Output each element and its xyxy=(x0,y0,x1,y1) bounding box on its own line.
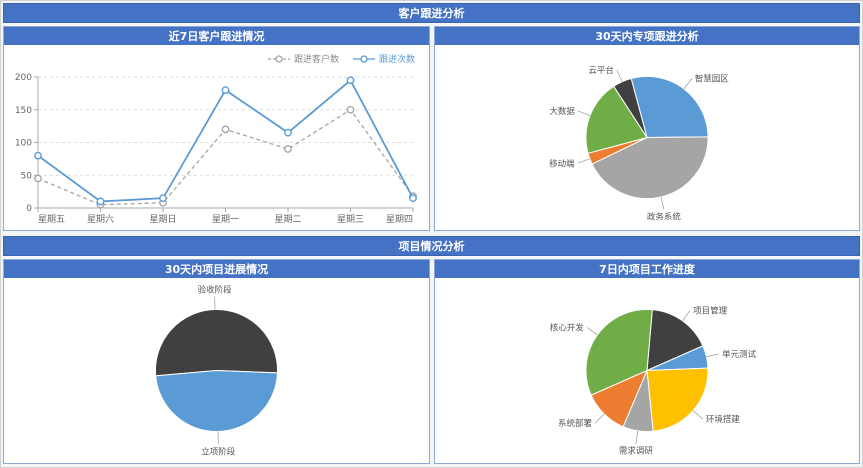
customer-row: 近7日客户跟进情况 0 50 100 150 200 星期五 星期六 星期日 星期一 星期二 星期三… xyxy=(3,26,860,231)
legend-label: 跟进次数 xyxy=(378,55,415,65)
legend-item-0[interactable]: 跟进客户数 xyxy=(267,52,339,65)
legend-marker-icon xyxy=(352,54,375,63)
work-pie-canvas[interactable]: 项目管理单元测试环境搭建需求调研 系统部署 核心开发 xyxy=(435,278,859,463)
legend-marker-icon xyxy=(267,54,290,63)
line-plot: 0 50 100 150 200 星期五 星期六 星期日 星期一 星期二 星期三 星期四 xyxy=(15,73,417,225)
svg-text:大数据: 大数据 xyxy=(549,106,575,117)
svg-text:星期六: 星期六 xyxy=(87,213,114,225)
legend-item-1[interactable]: 跟进次数 xyxy=(352,52,415,65)
svg-text:星期五: 星期五 xyxy=(38,214,65,225)
svg-text:单元测试: 单元测试 xyxy=(722,349,757,360)
legend-label: 跟进客户数 xyxy=(293,55,339,65)
svg-text:星期四: 星期四 xyxy=(386,214,413,225)
svg-text:项目管理: 项目管理 xyxy=(693,305,728,316)
svg-text:100: 100 xyxy=(15,139,32,149)
svg-text:核心开发: 核心开发 xyxy=(550,322,585,333)
svg-text:移动端: 移动端 xyxy=(549,158,575,169)
line-chart-legend: 跟进客户数 跟进次数 xyxy=(267,52,415,65)
panel-line-title: 近7日客户跟进情况 xyxy=(168,30,265,43)
svg-text:需求调研: 需求调研 xyxy=(619,446,654,457)
svg-text:0: 0 xyxy=(26,204,32,214)
panel-special-pie-title: 30天内专项跟进分析 xyxy=(595,30,699,43)
panel-special-pie: 30天内专项跟进分析 智慧园区政务系统 移动端 大数据 云平台 xyxy=(434,26,860,231)
svg-text:验收阶段: 验收阶段 xyxy=(198,284,233,295)
svg-text:云平台: 云平台 xyxy=(588,65,614,76)
svg-text:环境搭建: 环境搭建 xyxy=(706,414,741,425)
section-title-project: 项目情况分析 xyxy=(398,240,465,253)
svg-text:星期三: 星期三 xyxy=(337,214,364,225)
svg-text:系统部署: 系统部署 xyxy=(558,418,593,429)
svg-text:政务系统: 政务系统 xyxy=(647,212,682,223)
progress-pie-canvas[interactable]: 验收阶段 立项阶段 xyxy=(4,278,429,463)
svg-text:150: 150 xyxy=(15,106,32,116)
svg-text:200: 200 xyxy=(15,73,32,83)
svg-text:星期日: 星期日 xyxy=(149,214,176,225)
svg-text:星期一: 星期一 xyxy=(212,214,239,225)
line-chart-canvas[interactable]: 0 50 100 150 200 星期五 星期六 星期日 星期一 星期二 星期三 星期四 跟进客户数 跟进… xyxy=(4,45,429,230)
panel-line-header: 近7日客户跟进情况 xyxy=(4,27,429,45)
panel-work-pie-header: 7日内项目工作进度 xyxy=(435,260,859,278)
section-title-customer: 客户跟进分析 xyxy=(398,7,465,20)
section-header-project: 项目情况分析 xyxy=(3,236,860,256)
panel-progress-pie-header: 30天内项目进展情况 xyxy=(4,260,429,278)
special-pie-canvas[interactable]: 智慧园区政务系统 移动端 大数据 云平台 xyxy=(435,45,859,230)
svg-text:星期二: 星期二 xyxy=(274,214,301,225)
svg-text:智慧园区: 智慧园区 xyxy=(695,74,730,85)
panel-special-pie-header: 30天内专项跟进分析 xyxy=(435,27,859,45)
section-header-customer-followup: 客户跟进分析 xyxy=(3,3,860,23)
panel-line-chart: 近7日客户跟进情况 0 50 100 150 200 星期五 星期六 星期日 星期一 星期二 星期三… xyxy=(3,26,430,231)
panel-progress-pie-title: 30天内项目进展情况 xyxy=(164,263,269,276)
project-row: 30天内项目进展情况 验收阶段立项阶段 7日内项目工作进度 项目管理单元测试环境… xyxy=(3,259,860,464)
svg-text:立项阶段: 立项阶段 xyxy=(201,447,236,458)
panel-progress-pie: 30天内项目进展情况 验收阶段立项阶段 xyxy=(3,259,430,464)
panel-work-pie-title: 7日内项目工作进度 xyxy=(599,263,695,276)
svg-text:50: 50 xyxy=(21,171,33,181)
panel-work-pie: 7日内项目工作进度 项目管理单元测试环境搭建需求调研 系统部署 核心开发 xyxy=(434,259,860,464)
